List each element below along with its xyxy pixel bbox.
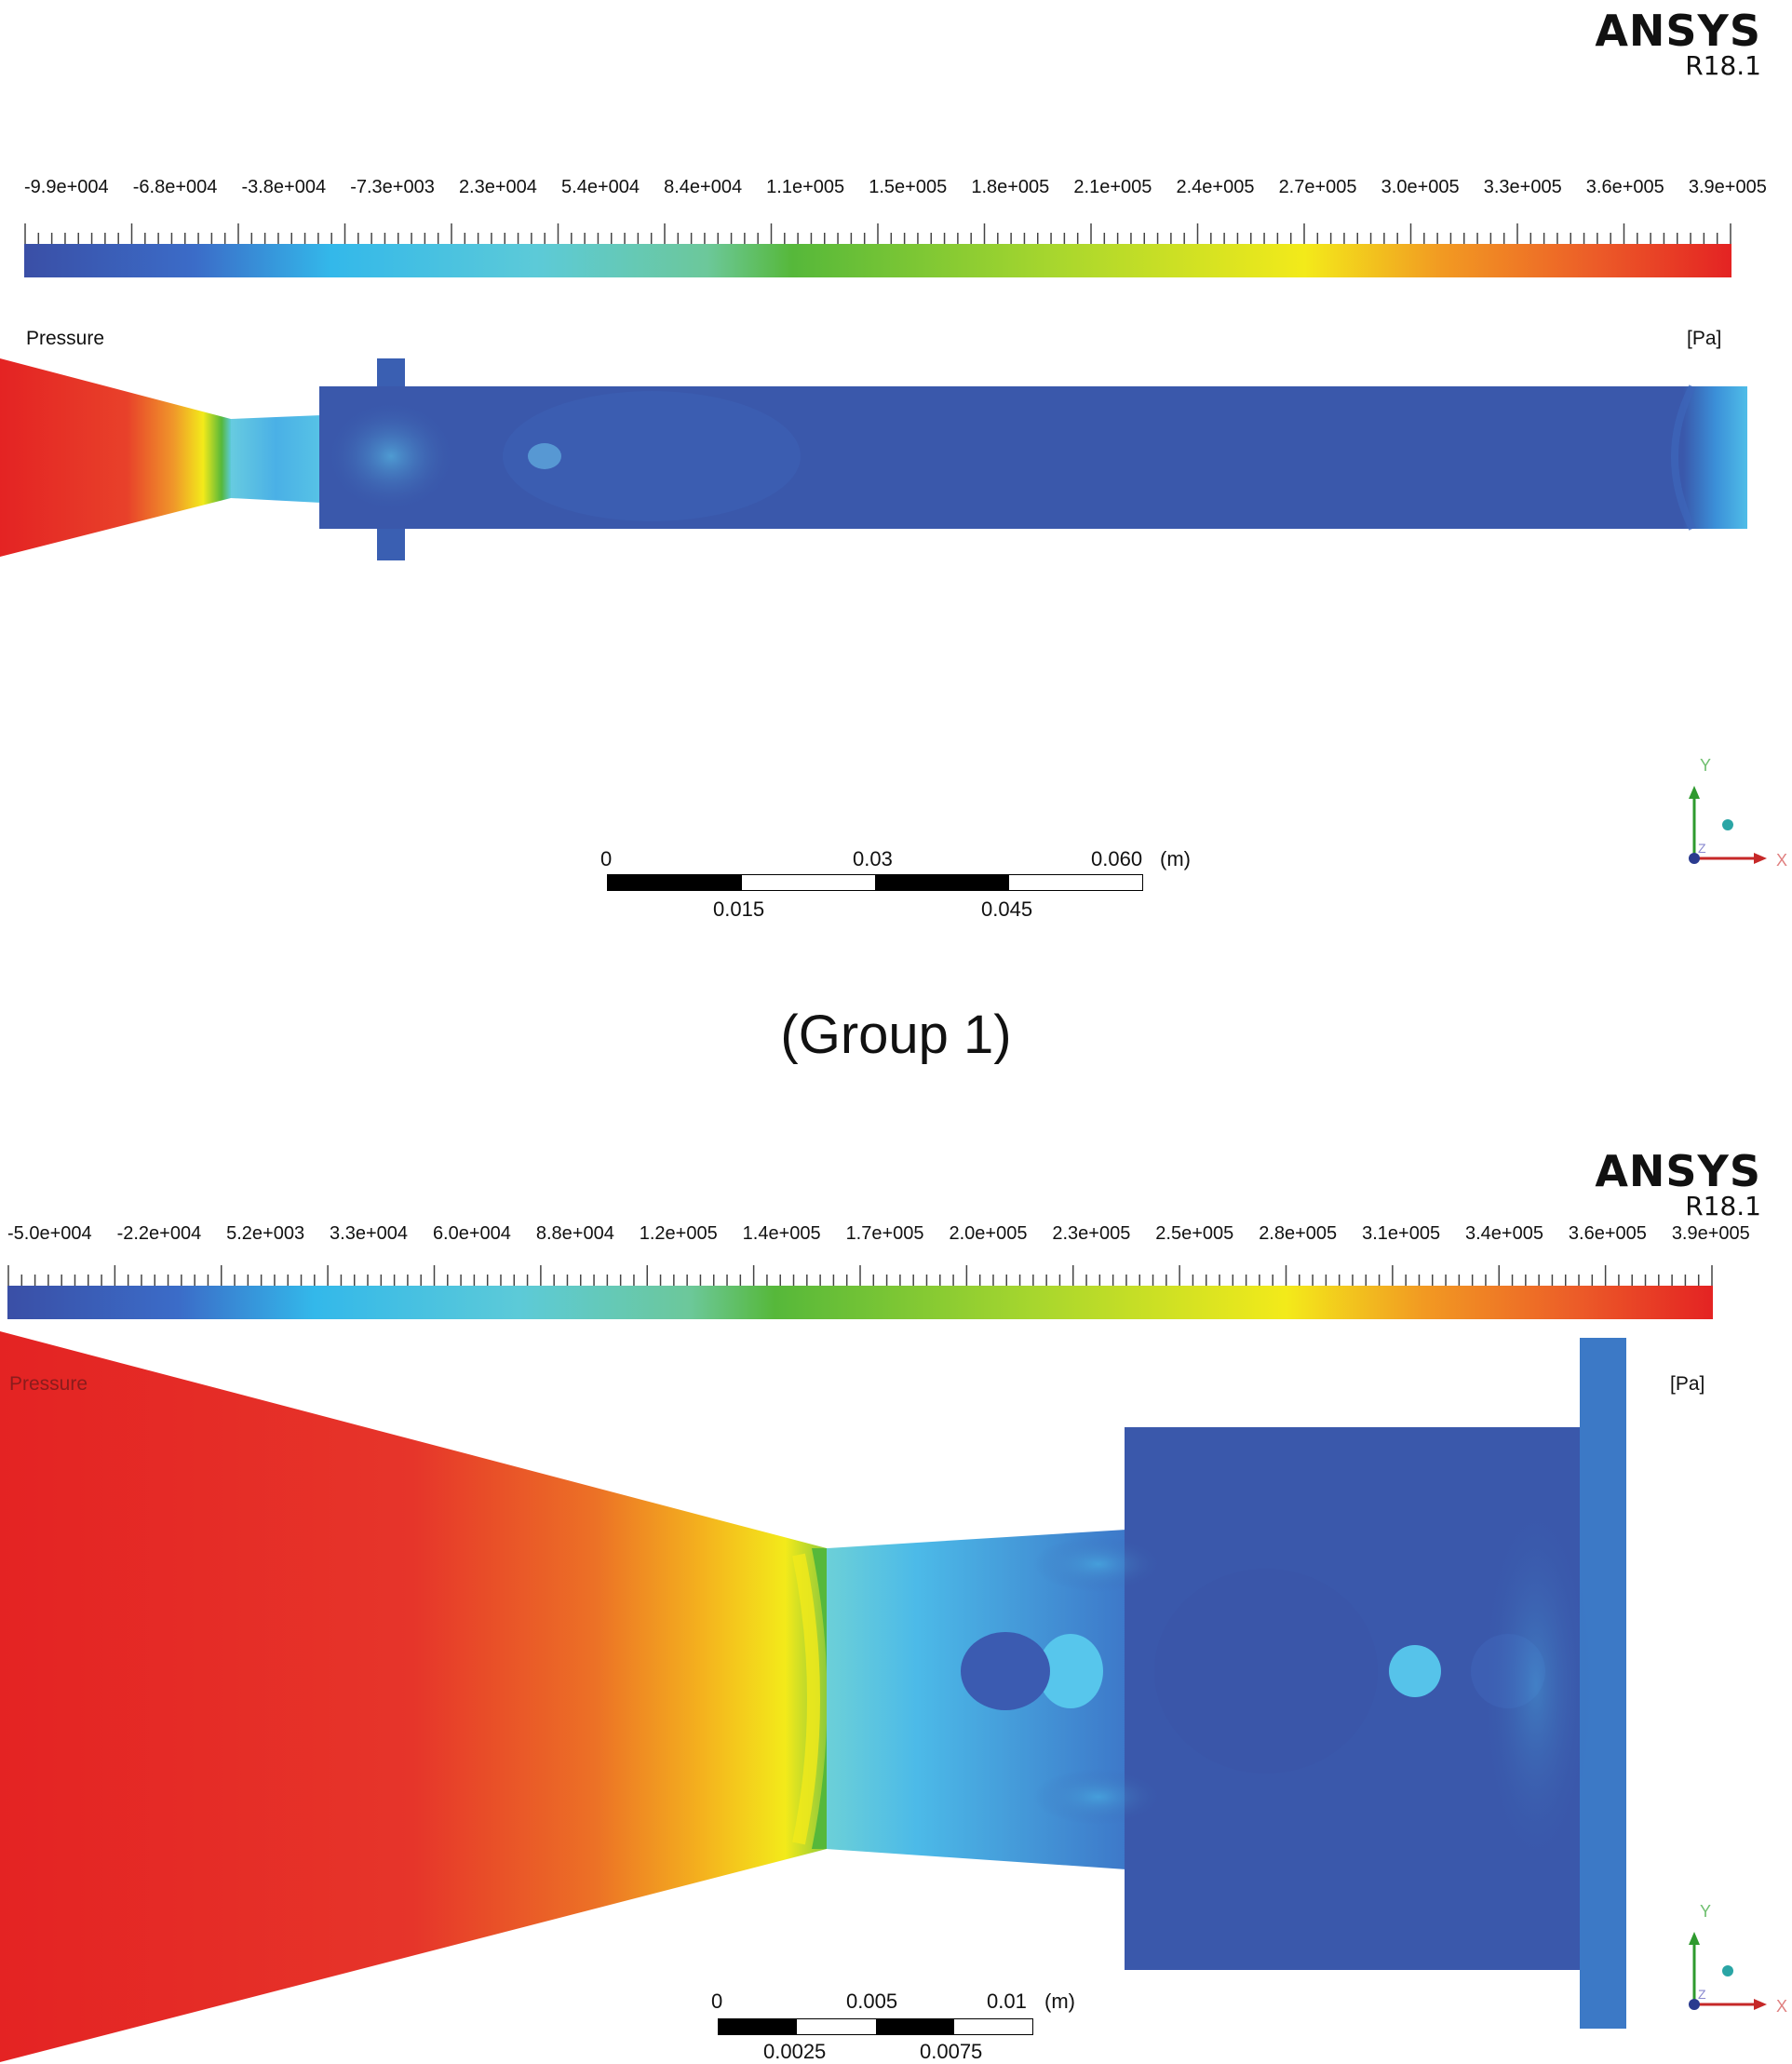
legend-tick: 3.4e+005 xyxy=(1465,1223,1543,1244)
scale-unit: (m) xyxy=(1160,847,1191,870)
legend-tick: 8.4e+004 xyxy=(664,177,743,197)
legend-tick: 2.5e+005 xyxy=(1155,1223,1234,1244)
scale-unit: (m) xyxy=(1044,1990,1075,2013)
legend-tick: -7.3e+003 xyxy=(350,177,435,197)
legend-tick: 3.3e+005 xyxy=(1483,177,1562,197)
triad-y-label: Y xyxy=(1700,756,1711,775)
exit-region xyxy=(1683,386,1747,529)
scale-label: 0 xyxy=(600,847,613,870)
scale-label: 0.015 xyxy=(713,897,765,921)
legend-tick: 3.1e+005 xyxy=(1362,1223,1441,1244)
legend-tick: 3.0e+005 xyxy=(1381,177,1460,197)
legend-tick: 1.8e+005 xyxy=(971,177,1050,197)
scale-label: 0.045 xyxy=(981,897,1033,921)
triad-z-label: Z xyxy=(1698,841,1706,856)
scale-label: 0.01 xyxy=(987,1990,1027,2013)
legend-tick: 1.7e+005 xyxy=(845,1223,924,1244)
group2-panel: ANSYS R18.1 -5.0e+004 -2.2e+004 5.2e+003… xyxy=(0,1150,1792,2064)
legend-tick: 3.9e+005 xyxy=(1688,177,1767,197)
converging-section xyxy=(0,358,231,557)
legend-tick: -2.2e+004 xyxy=(116,1223,202,1244)
legend-tick: 3.3e+004 xyxy=(330,1223,409,1244)
pressure-colorbar xyxy=(7,1286,1713,1319)
legend-tick: 2.7e+005 xyxy=(1278,177,1357,197)
scale-bar xyxy=(718,2018,1033,2035)
legend-tick: 2.0e+005 xyxy=(949,1223,1028,1244)
legend-tick: 2.1e+005 xyxy=(1073,177,1152,197)
legend-tick-labels: -9.9e+004 -6.8e+004 -3.8e+004 -7.3e+003 … xyxy=(24,177,1767,198)
triad-x-label: X xyxy=(1776,851,1787,870)
scale-bar xyxy=(607,874,1143,891)
scale-label: 0.0025 xyxy=(763,2040,827,2063)
triad-y-label: Y xyxy=(1700,1902,1711,1921)
legend-tick: 2.3e+004 xyxy=(458,177,537,197)
legend-tick: 2.8e+005 xyxy=(1259,1223,1338,1244)
legend-unit-label: [Pa] xyxy=(1670,1373,1705,1395)
group1-panel: ANSYS R18.1 -9.9e+004 -6.8e+004 -3.8e+00… xyxy=(0,0,1792,1015)
legend-tick: 2.3e+005 xyxy=(1052,1223,1131,1244)
legend-tick: 1.1e+005 xyxy=(766,177,845,197)
scale-label: 0 xyxy=(711,1990,723,2013)
ansys-logo: ANSYS R18.1 xyxy=(1556,9,1761,81)
pressure-contour-plot xyxy=(0,1331,1626,2062)
legend-tick: -9.9e+004 xyxy=(24,177,109,197)
figure-caption: (Group 1) xyxy=(780,1005,1012,1065)
brand-name: ANSYS xyxy=(1595,1146,1761,1196)
triad-z-label: Z xyxy=(1698,1987,1706,2002)
legend-variable-label: Pressure xyxy=(26,328,105,349)
brand-name: ANSYS xyxy=(1595,6,1761,56)
brand-version: R18.1 xyxy=(1685,1191,1761,1221)
legend-tick-marks xyxy=(7,1265,1713,1286)
scale-label: 0.03 xyxy=(853,847,893,870)
pressure-colorbar xyxy=(24,244,1731,277)
legend-variable-label: Pressure xyxy=(9,1373,88,1395)
legend-tick: 3.6e+005 xyxy=(1568,1223,1647,1244)
legend-unit-label: [Pa] xyxy=(1687,328,1722,349)
legend-tick: -5.0e+004 xyxy=(7,1223,92,1244)
ansys-logo: ANSYS R18.1 xyxy=(1556,1150,1761,1221)
legend-tick: 3.9e+005 xyxy=(1671,1223,1750,1244)
legend-tick: 1.5e+005 xyxy=(869,177,948,197)
legend-tick: -3.8e+004 xyxy=(241,177,327,197)
legend-tick-marks xyxy=(24,223,1731,244)
pressure-contour-plot xyxy=(0,358,1747,560)
throat-section xyxy=(231,415,321,503)
legend-tick: 6.0e+004 xyxy=(432,1223,511,1244)
legend-tick: 5.2e+003 xyxy=(226,1223,305,1244)
legend-tick: 2.4e+005 xyxy=(1176,177,1255,197)
scale-label: 0.0075 xyxy=(920,2040,983,2063)
legend-tick: 5.4e+004 xyxy=(561,177,640,197)
legend-tick: 1.4e+005 xyxy=(742,1223,821,1244)
scale-label: 0.005 xyxy=(846,1990,898,2013)
triad-x-label: X xyxy=(1776,1997,1787,2016)
legend-tick: -6.8e+004 xyxy=(132,177,218,197)
axis-triad-icon: Y Z X xyxy=(1689,756,1787,870)
converging-section xyxy=(0,1331,827,2062)
axis-triad-icon: Y Z X xyxy=(1689,1902,1787,2016)
legend-tick-labels: -5.0e+004 -2.2e+004 5.2e+003 3.3e+004 6.… xyxy=(7,1223,1750,1245)
scale-label: 0.060 xyxy=(1091,847,1143,870)
legend-tick: 3.6e+005 xyxy=(1585,177,1664,197)
legend-tick: 1.2e+005 xyxy=(639,1223,718,1244)
brand-version: R18.1 xyxy=(1685,50,1761,81)
legend-tick: 8.8e+004 xyxy=(535,1223,614,1244)
